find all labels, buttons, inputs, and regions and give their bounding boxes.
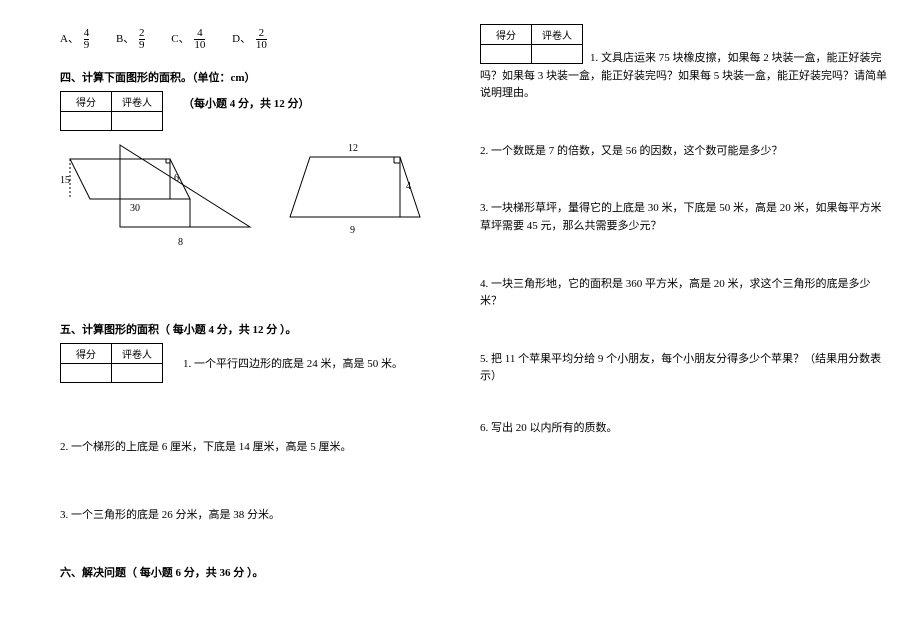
section6-title: 六、解决问题（ 每小题 6 分，共 36 分 ）。 [60, 564, 440, 580]
problem-3: 3. 一块梯形草坪，量得它的上底是 30 米，下底是 50 米，高是 20 米，… [480, 200, 890, 235]
choice-d: D、 2 10 [232, 28, 269, 51]
score-head: 得分 [61, 344, 112, 364]
section4-sub: （每小题 4 分，共 12 分） [183, 91, 310, 111]
choice-c: C、 4 10 [171, 28, 207, 51]
grader-head: 评卷人 [112, 92, 163, 112]
grader-head: 评卷人 [112, 344, 163, 364]
figures-svg: 15 6 30 8 12 4 9 [60, 137, 440, 287]
fraction-b: 2 9 [139, 28, 145, 51]
choice-label: A、 [60, 33, 79, 45]
score-table-6: 得分评卷人 [480, 24, 583, 64]
mc-choices: A、 4 9 B、 2 9 C、 4 10 D、 2 10 [60, 28, 440, 51]
score-table-5: 得分评卷人 [60, 343, 163, 383]
score-cell [61, 112, 112, 131]
fraction-a: 4 9 [84, 28, 90, 51]
label-15: 15 [60, 175, 70, 186]
problem-5: 5. 把 11 个苹果平均分给 9 个小朋友，每个小朋友分得多少个苹果？（结果用… [480, 351, 890, 386]
score-head: 得分 [61, 92, 112, 112]
grader-cell [112, 364, 163, 383]
fraction-c: 4 10 [194, 28, 205, 51]
score-cell [481, 45, 532, 64]
label-9: 9 [350, 225, 355, 236]
score-head: 得分 [481, 25, 532, 45]
section4-diagrams: 15 6 30 8 12 4 9 [60, 137, 440, 287]
fraction-d: 2 10 [256, 28, 267, 51]
choice-label: C、 [171, 33, 189, 45]
label-12: 12 [348, 143, 358, 154]
label-8: 8 [178, 237, 183, 248]
score-cell [61, 364, 112, 383]
right-column: 得分评卷人 1. 文具店运来 75 块橡皮擦，如果每 2 块装一盒，能正好装完吗… [460, 0, 920, 637]
problem-4: 4. 一块三角形地，它的面积是 360 平方米，高是 20 米，求这个三角形的底… [480, 276, 890, 311]
choice-a: A、 4 9 [60, 28, 91, 51]
section5-p1: 1. 一个平行四边形的底是 24 米，高是 50 米。 [183, 355, 403, 371]
left-column: A、 4 9 B、 2 9 C、 4 10 D、 2 10 [0, 0, 460, 637]
problem-2: 2. 一个数既是 7 的倍数，又是 56 的因数，这个数可能是多少？ [480, 143, 890, 161]
section5-p2: 2. 一个梯形的上底是 6 厘米，下底是 14 厘米，高是 5 厘米。 [60, 439, 440, 457]
problem-6: 6. 写出 20 以内所有的质数。 [480, 420, 890, 438]
label-30: 30 [130, 203, 140, 214]
choice-b: B、 2 9 [116, 28, 147, 51]
choice-label: D、 [232, 33, 251, 45]
label-4: 4 [406, 181, 411, 192]
score-table-4: 得分评卷人 [60, 91, 163, 131]
section4-title: 四、计算下面图形的面积。（单位：cm） [60, 69, 440, 85]
grader-cell [112, 112, 163, 131]
label-6: 6 [174, 173, 179, 184]
section5-title: 五、计算图形的面积（ 每小题 4 分，共 12 分 ）。 [60, 321, 440, 337]
grader-cell [532, 45, 583, 64]
choice-label: B、 [116, 33, 134, 45]
grader-head: 评卷人 [532, 25, 583, 45]
section5-p3: 3. 一个三角形的底是 26 分米，高是 38 分米。 [60, 507, 440, 525]
